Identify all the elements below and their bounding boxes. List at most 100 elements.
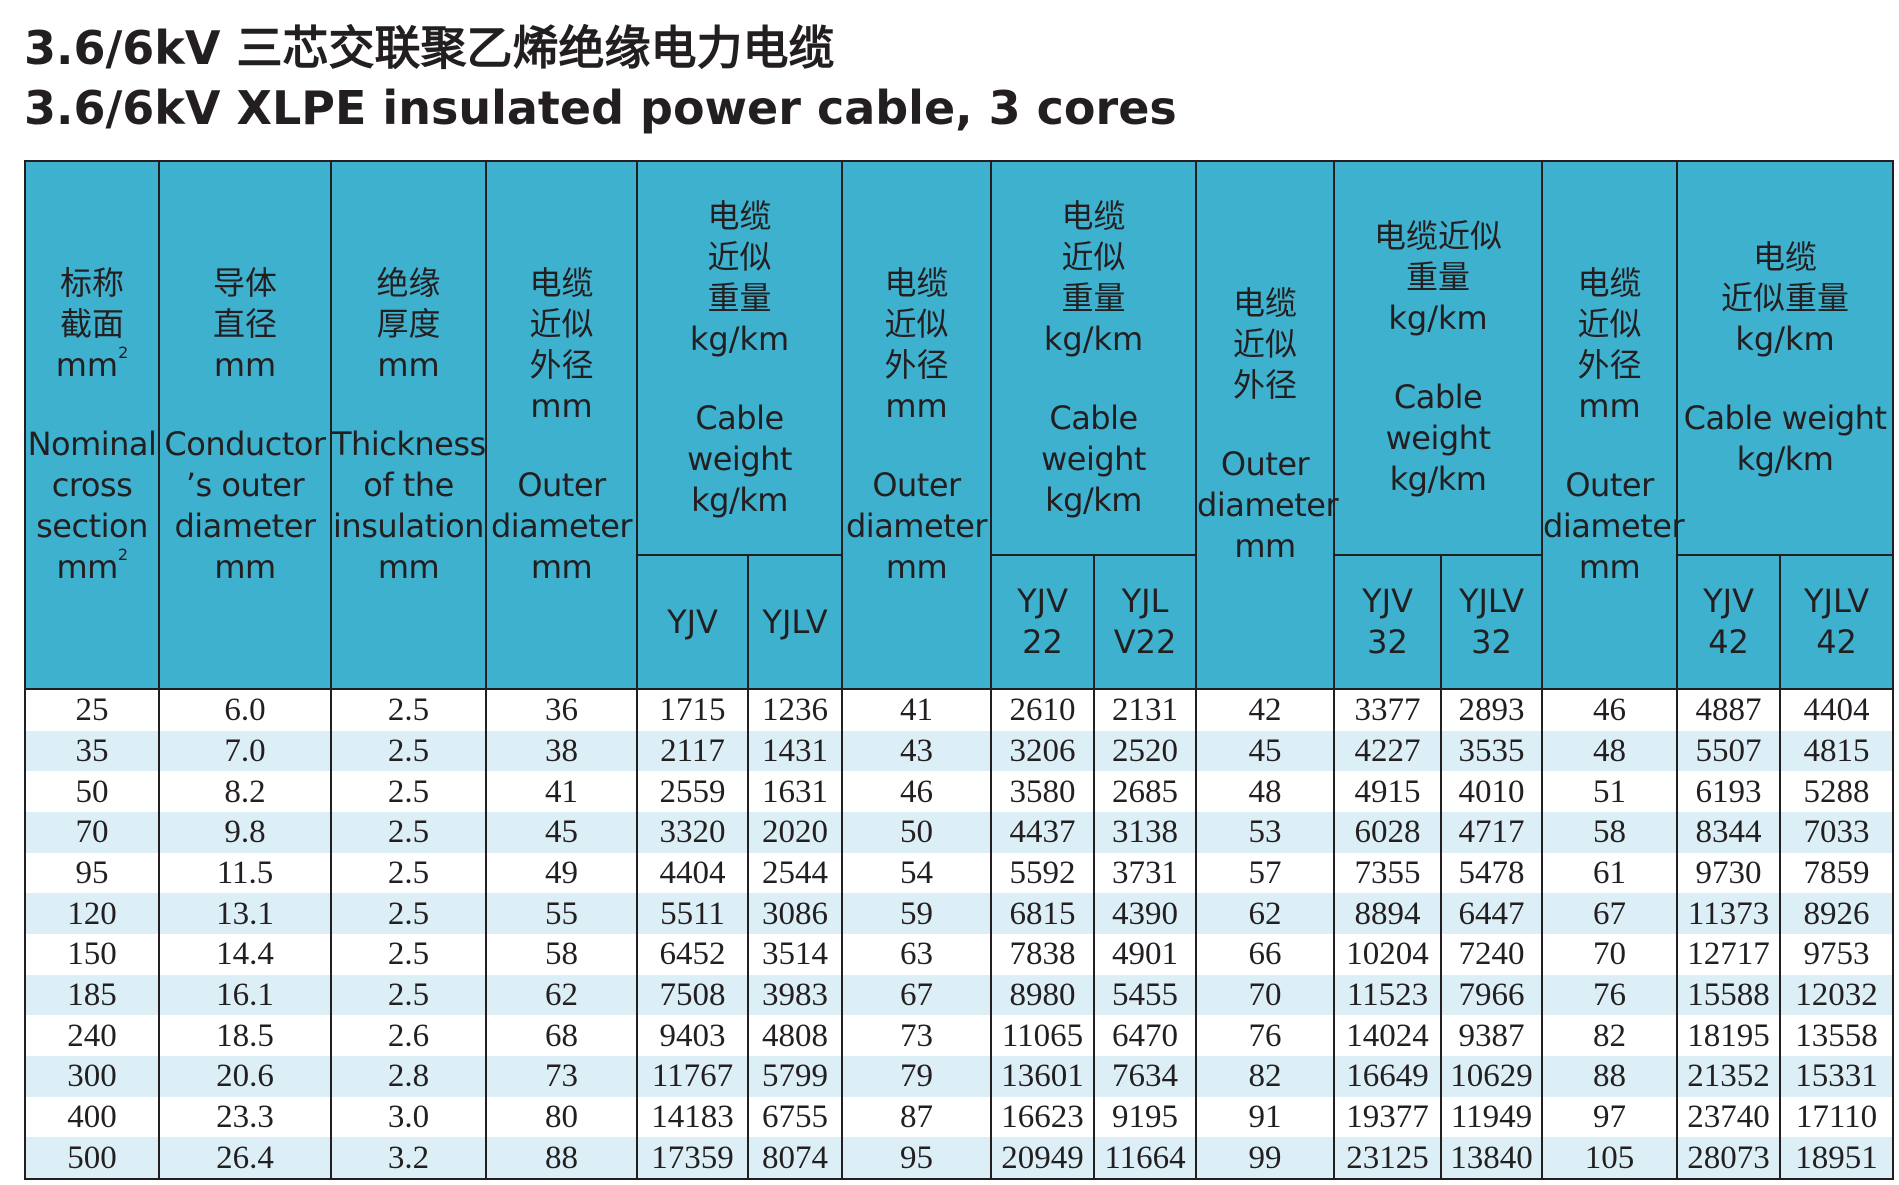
- header-w1-en: Cable weight kg/km: [687, 398, 792, 519]
- table-cell: 53: [1195, 811, 1336, 853]
- table-cell: 11065: [990, 1015, 1096, 1056]
- header-od1-en: Outer diameter mm: [490, 465, 633, 586]
- page-titles: 3.6/6kV 三芯交联聚乙烯绝缘电力电缆 3.6/6kV XLPE insul…: [24, 18, 1177, 138]
- table-cell: 9387: [1440, 1015, 1544, 1056]
- table-cell: 13840: [1440, 1137, 1544, 1180]
- table-cell: 2.5: [330, 852, 487, 894]
- table-cell: 73: [841, 1015, 993, 1056]
- table-cell: 23.3: [158, 1096, 332, 1138]
- header-w2-en: Cable weight kg/km: [1041, 398, 1146, 519]
- table-cell: 13558: [1779, 1015, 1895, 1056]
- header-od3-zh: 电缆 近似 外径: [1233, 284, 1298, 404]
- header-od3-en: Outer diameter mm: [1197, 445, 1339, 565]
- table-cell: 4437: [990, 811, 1096, 853]
- header-nominal-en: Nominal cross section mm: [27, 424, 157, 586]
- table-cell: 58: [485, 933, 638, 975]
- subheader-label: YJV 42: [1703, 582, 1754, 661]
- table-cell: 16649: [1333, 1055, 1443, 1097]
- table-cell: 15588: [1676, 974, 1782, 1016]
- table-cell: 36: [485, 689, 638, 731]
- table-cell: 3731: [1093, 852, 1198, 894]
- header-cable-weight-1: 电缆 近似 重量 kg/km Cable weight kg/km: [635, 160, 844, 556]
- table-cell: 5455: [1093, 974, 1198, 1016]
- table-cell: 18195: [1676, 1015, 1782, 1056]
- table-cell: 11664: [1093, 1137, 1198, 1180]
- table-cell: 88: [485, 1137, 638, 1180]
- table-cell: 17359: [636, 1137, 749, 1180]
- table-cell: 59: [841, 893, 993, 934]
- table-cell: 95: [841, 1137, 993, 1180]
- table-cell: 2.5: [330, 933, 487, 975]
- subheader-yjlv42: YJLV 42: [1779, 554, 1895, 690]
- table-row: 185 16.1 2.5 62 7508 3983 67 8980 5455 70 11523 796…: [24, 974, 1895, 1016]
- table-cell: 50: [24, 771, 160, 812]
- table-cell: 3320: [636, 811, 749, 853]
- table-cell: 10629: [1440, 1055, 1544, 1097]
- table-cell: 48: [1541, 730, 1679, 772]
- table-cell: 8344: [1676, 811, 1782, 853]
- table-cell: 2.5: [330, 811, 487, 853]
- table-cell: 240: [24, 1015, 160, 1056]
- table-cell: 20949: [990, 1137, 1096, 1180]
- subheader-label: YJLV 42: [1803, 582, 1870, 661]
- table-cell: 3377: [1333, 689, 1443, 731]
- table-cell: 10204: [1333, 933, 1443, 975]
- table-cell: 7033: [1779, 811, 1895, 853]
- table-cell: 6755: [746, 1096, 844, 1138]
- table-cell: 1431: [746, 730, 844, 772]
- table-cell: 11.5: [158, 852, 332, 894]
- table-cell: 7966: [1440, 974, 1544, 1016]
- table-cell: 67: [841, 974, 993, 1016]
- table-cell: 6452: [636, 933, 749, 975]
- table-cell: 11373: [1676, 893, 1782, 934]
- table-cell: 23740: [1676, 1096, 1782, 1138]
- table-cell: 80: [485, 1096, 638, 1138]
- subheader-label: YJV: [667, 602, 718, 641]
- table-cell: 70: [24, 811, 160, 853]
- table-cell: 11949: [1440, 1096, 1544, 1138]
- table-cell: 7.0: [158, 730, 332, 772]
- table-cell: 63: [841, 933, 993, 975]
- table-cell: 4901: [1093, 933, 1198, 975]
- table-cell: 3514: [746, 933, 844, 975]
- table-cell: 73: [485, 1055, 638, 1097]
- table-cell: 14183: [636, 1096, 749, 1138]
- header-od2-en: Outer diameter mm: [845, 465, 988, 586]
- table-row: 240 18.5 2.6 68 9403 4808 73 11065 6470 76 14024 93…: [24, 1015, 1895, 1056]
- table-cell: 76: [1541, 974, 1679, 1016]
- table-cell: 51: [1541, 771, 1679, 812]
- header-cable-weight-4: 电缆 近似重量 kg/km Cable weight kg/km: [1676, 160, 1895, 556]
- header-nominal-zh-sup: 2: [118, 342, 129, 362]
- table-cell: 91: [1195, 1096, 1336, 1138]
- table-row: 70 9.8 2.5 45 3320 2020 50 4437 3138 53 6028 4717 58…: [24, 811, 1895, 853]
- table-cell: 5507: [1676, 730, 1782, 772]
- table-cell: 400: [24, 1096, 160, 1138]
- table-cell: 70: [1541, 933, 1679, 975]
- header-od1-zh: 电缆 近似 外径 mm: [529, 263, 594, 425]
- table-cell: 57: [1195, 852, 1336, 894]
- table-cell: 7838: [990, 933, 1096, 975]
- header-cable-weight-2: 电缆 近似 重量 kg/km Cable weight kg/km: [990, 160, 1198, 556]
- header-nominal-section: 标称 截面 mm2 Nominal cross section mm2: [24, 160, 160, 690]
- table-row: 400 23.3 3.0 80 14183 6755 87 16623 9195 91 19377 1…: [24, 1096, 1895, 1138]
- table-cell: 4915: [1333, 771, 1443, 812]
- table-cell: 82: [1541, 1015, 1679, 1056]
- table-cell: 46: [841, 771, 993, 812]
- table-cell: 28073: [1676, 1137, 1782, 1180]
- table-cell: 4887: [1676, 689, 1782, 731]
- header-insulation-thickness: 绝缘 厚度 mm Thickness of the insulation mm: [330, 160, 487, 690]
- table-row: 95 11.5 2.5 49 4404 2544 54 5592 3731 57 7355 5478 6…: [24, 852, 1895, 894]
- page-title-english: 3.6/6kV XLPE insulated power cable, 3 co…: [24, 81, 1177, 135]
- table-cell: 1631: [746, 771, 844, 812]
- table-row: 50 8.2 2.5 41 2559 1631 46 3580 2685 48 4915 4010 51…: [24, 771, 1895, 812]
- table-cell: 7859: [1779, 852, 1895, 894]
- table-body: 25 6.0 2.5 36 1715 1236 41 2610 2131 42 3377 2893 46…: [24, 689, 1895, 1180]
- header-outer-diameter-2: 电缆 近似 外径 mm Outer diameter mm: [841, 160, 993, 690]
- table-cell: 25: [24, 689, 160, 731]
- table-cell: 41: [841, 689, 993, 731]
- table-cell: 3983: [746, 974, 844, 1016]
- table-cell: 4404: [1779, 689, 1895, 731]
- table-cell: 2.5: [330, 771, 487, 812]
- table-cell: 66: [1195, 933, 1336, 975]
- table-cell: 3.0: [330, 1096, 487, 1138]
